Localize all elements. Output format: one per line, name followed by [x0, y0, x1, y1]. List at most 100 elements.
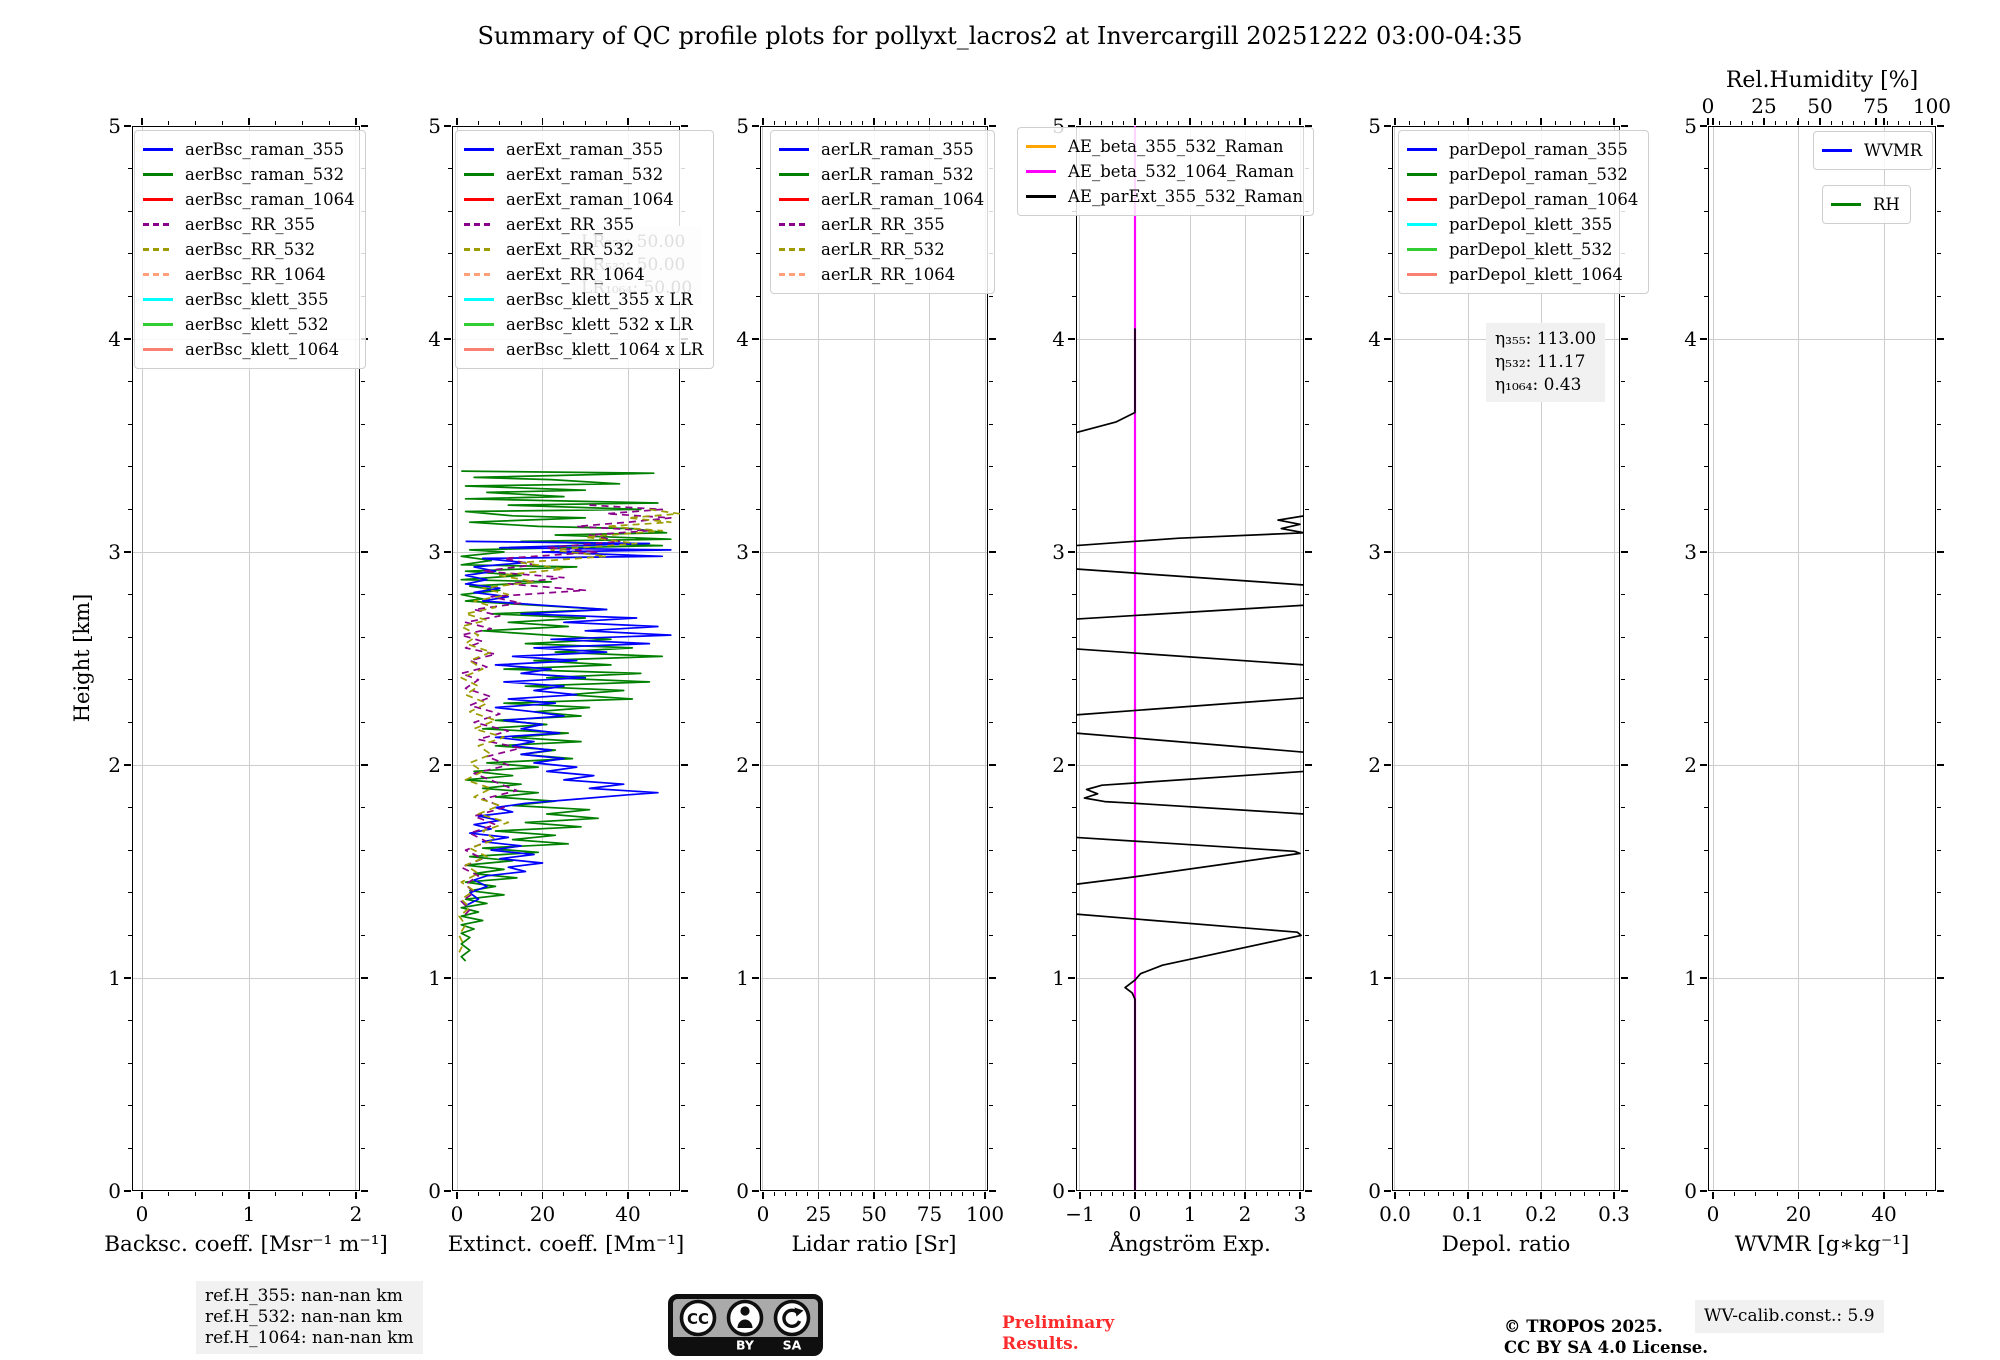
legend-label: parDepol_klett_355 [1449, 215, 1613, 234]
y-tick-label: 1 [1684, 966, 1697, 990]
axis-minor-tick [1937, 892, 1941, 894]
axis-tick [752, 338, 759, 340]
axis-minor-tick [917, 121, 919, 125]
axis-minor-tick [1438, 1192, 1440, 1196]
gridline [1708, 551, 1936, 553]
axis-minor-tick [447, 1105, 452, 1107]
x-axis-label-lidar_ratio: Lidar ratio [Sr] [791, 1232, 957, 1257]
axis-tick [752, 764, 759, 766]
axis-minor-tick [1277, 121, 1279, 125]
axis-minor-tick [361, 1062, 365, 1064]
axis-minor-tick [681, 892, 685, 894]
axis-minor-tick [1305, 807, 1309, 809]
axis-minor-tick [1305, 849, 1309, 851]
axis-minor-tick [1937, 253, 1941, 255]
x-tick-label: 0.0 [1379, 1202, 1411, 1226]
axis-tick [124, 338, 131, 340]
axis-minor-tick [989, 892, 993, 894]
axis-minor-tick [1156, 1192, 1158, 1196]
y-tick-label: 2 [108, 753, 121, 777]
legend-item: parDepol_klett_532 [1407, 237, 1638, 262]
axis-tick [1700, 1190, 1707, 1192]
legend-item: aerBsc_raman_1064 [143, 187, 355, 212]
axis-minor-tick [1897, 121, 1899, 125]
axis-minor-tick [1071, 721, 1076, 723]
axis-tick [752, 1190, 759, 1192]
axis-minor-tick [1621, 1147, 1625, 1149]
axis-minor-tick [973, 1192, 975, 1196]
axis-tick [1613, 1192, 1615, 1199]
panel-angstroem [1076, 126, 1304, 1191]
y-tick-label: 4 [1368, 327, 1381, 351]
gridline [1467, 126, 1469, 1191]
axis-tick [141, 1192, 143, 1199]
y-tick-label: 0 [428, 1179, 441, 1203]
axis-minor-tick [361, 849, 365, 851]
axis-tick [681, 764, 688, 766]
axis-minor-tick [127, 892, 132, 894]
y-tick-label: 3 [1052, 540, 1065, 564]
eta-calibration-annotation: η₃₅₅: 113.00 η₅₃₂: 11.17 η₁₀₆₄: 0.43 [1486, 323, 1606, 402]
axis-minor-tick [221, 1192, 223, 1196]
legend-label: parDepol_raman_1064 [1449, 190, 1639, 209]
axis-tick [1299, 1192, 1301, 1199]
axis-minor-tick [1305, 892, 1309, 894]
axis-tick [1621, 977, 1628, 979]
axis-minor-tick [1071, 1062, 1076, 1064]
axis-minor-tick [906, 121, 908, 125]
gridline [1076, 551, 1304, 553]
axis-minor-tick [1703, 594, 1708, 596]
axis-minor-tick [1555, 121, 1557, 125]
annotation-line: η₃₅₅: 113.00 [1495, 329, 1597, 349]
gridline [1708, 338, 1936, 340]
axis-minor-tick [361, 934, 365, 936]
legend-label: aerExt_raman_1064 [506, 190, 674, 209]
legend-label: aerExt_RR_1064 [506, 265, 645, 284]
axis-tick [1937, 764, 1944, 766]
axis-minor-tick [1387, 1020, 1392, 1022]
axis-minor-tick [447, 892, 452, 894]
axis-minor-tick [784, 121, 786, 125]
series-AE_parExt_355_532_Raman [1076, 836, 1301, 886]
x-tick-label: 0 [1128, 1202, 1142, 1226]
axis-minor-tick [851, 121, 853, 125]
axis-minor-tick [1703, 381, 1708, 383]
axis-tick [248, 1192, 250, 1199]
legend-item: AE_beta_532_1064_Raman [1026, 159, 1303, 184]
legend-line-sample [464, 173, 494, 176]
axis-tick [1079, 1192, 1081, 1199]
axis-tick [355, 118, 357, 125]
axis-tick [444, 125, 451, 127]
legend-label: aerBsc_klett_355 x LR [506, 290, 693, 309]
axis-minor-tick [989, 381, 993, 383]
legend-line-sample [779, 173, 809, 176]
annotation-line: η₁₀₆₄: 0.43 [1495, 375, 1582, 395]
axis-minor-tick [361, 466, 365, 468]
axis-minor-tick [1584, 1192, 1586, 1196]
axis-minor-tick [1071, 423, 1076, 425]
axis-minor-tick [563, 1192, 565, 1196]
legend-item: aerExt_RR_1064 [464, 262, 703, 287]
axis-minor-tick [1071, 295, 1076, 297]
axis-minor-tick [1071, 381, 1076, 383]
axis-tick [1305, 551, 1312, 553]
axis-tick [444, 338, 451, 340]
y-tick-label: 4 [108, 327, 121, 351]
axis-minor-tick [127, 466, 132, 468]
axis-tick [1712, 1192, 1714, 1199]
y-tick-label: 3 [736, 540, 749, 564]
axis-minor-tick [1774, 121, 1776, 125]
axis-minor-tick [989, 423, 993, 425]
axis-minor-tick [1937, 849, 1941, 851]
axis-minor-tick [1797, 121, 1799, 125]
axis-minor-tick [1511, 1192, 1513, 1196]
axis-tick [1134, 1192, 1136, 1199]
legend-line-sample [1407, 198, 1437, 201]
axis-minor-tick [1090, 121, 1092, 125]
axis-minor-tick [1937, 679, 1941, 681]
gridline [1392, 551, 1620, 553]
axis-tick [681, 551, 688, 553]
axis-minor-tick [1387, 594, 1392, 596]
axis-minor-tick [962, 121, 964, 125]
axis-minor-tick [795, 1192, 797, 1196]
